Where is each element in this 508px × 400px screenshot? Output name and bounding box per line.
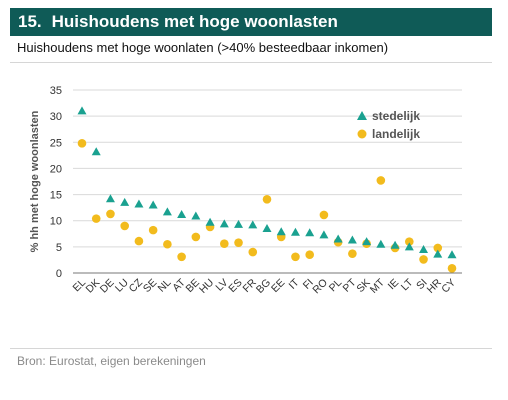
x-tick-label: EE <box>269 277 287 295</box>
y-tick-label: 15 <box>50 190 62 202</box>
data-point-stedelijk <box>77 106 87 115</box>
x-tick-label: IT <box>286 276 301 291</box>
data-point-landelijk <box>376 176 386 185</box>
x-tick-label: CY <box>439 277 458 296</box>
data-point-landelijk <box>262 194 272 204</box>
data-point-landelijk <box>77 139 87 148</box>
data-point-landelijk <box>405 237 414 246</box>
data-point-stedelijk <box>362 237 372 246</box>
data-point-stedelijk <box>347 235 357 244</box>
data-point-landelijk <box>433 243 443 253</box>
legend-label-landelijk: landelijk <box>372 127 420 141</box>
data-point-landelijk <box>163 239 172 249</box>
data-point-stedelijk <box>290 227 300 236</box>
data-point-stedelijk <box>433 249 443 258</box>
data-point-stedelijk <box>120 197 130 206</box>
data-point-stedelijk <box>376 239 386 248</box>
data-point-stedelijk <box>262 224 272 233</box>
data-point-stedelijk <box>390 240 400 249</box>
data-point-landelijk <box>91 214 101 223</box>
data-point-stedelijk <box>305 228 315 237</box>
chart-title-bar: 15. Huishoudens met hoge woonlasten <box>10 8 492 36</box>
data-point-stedelijk <box>447 250 457 259</box>
chart-number: 15. <box>18 12 42 31</box>
data-point-stedelijk <box>276 227 286 236</box>
data-point-stedelijk <box>219 219 229 228</box>
data-point-stedelijk <box>333 234 343 243</box>
data-point-stedelijk <box>134 199 144 208</box>
data-point-landelijk <box>291 252 300 262</box>
data-point-stedelijk <box>234 219 244 228</box>
y-tick-label: 30 <box>50 111 62 123</box>
data-point-landelijk <box>191 232 201 242</box>
x-tick-label: MT <box>368 276 388 296</box>
y-tick-label: 0 <box>56 268 62 280</box>
data-point-stedelijk <box>105 194 115 203</box>
data-point-stedelijk <box>319 230 329 239</box>
data-point-stedelijk <box>91 147 101 156</box>
data-point-stedelijk <box>162 207 172 216</box>
data-point-landelijk <box>120 221 129 231</box>
x-tick-label: LT <box>399 276 416 293</box>
y-tick-label: 35 <box>50 85 62 97</box>
data-point-stedelijk <box>404 242 414 251</box>
data-point-stedelijk <box>191 211 201 220</box>
data-point-landelijk <box>106 209 115 219</box>
y-axis-label: % hh met hoge woonlasten <box>29 110 41 252</box>
top-divider <box>10 62 492 63</box>
legend-marker-landelijk <box>357 129 367 139</box>
data-point-stedelijk <box>177 209 187 218</box>
data-point-landelijk <box>148 225 158 235</box>
data-point-landelijk <box>319 210 329 220</box>
y-tick-label: 20 <box>50 163 62 175</box>
data-point-landelijk <box>348 249 357 258</box>
data-point-landelijk <box>220 239 229 249</box>
data-point-stedelijk <box>248 220 258 229</box>
data-point-landelijk <box>234 238 243 247</box>
legend-marker-stedelijk <box>357 111 367 120</box>
data-point-landelijk <box>419 255 428 264</box>
chart-subtitle: Huishoudens met hoge woonlaten (>40% bes… <box>17 40 389 55</box>
legend-label-stedelijk: stedelijk <box>372 109 420 123</box>
data-point-stedelijk <box>148 200 158 209</box>
data-point-landelijk <box>177 252 186 262</box>
chart-title: Huishoudens met hoge woonlasten <box>51 12 338 31</box>
source-note: Bron: Eurostat, eigen berekeningen <box>17 354 206 368</box>
data-point-landelijk <box>248 247 258 257</box>
bottom-divider <box>10 348 492 349</box>
data-point-landelijk <box>305 250 314 259</box>
y-tick-label: 10 <box>50 216 62 228</box>
y-tick-label: 25 <box>50 137 62 149</box>
data-point-stedelijk <box>419 244 429 253</box>
y-tick-label: 5 <box>56 242 62 254</box>
data-point-stedelijk <box>205 217 215 226</box>
data-point-landelijk <box>447 263 457 273</box>
data-point-landelijk <box>134 236 144 246</box>
